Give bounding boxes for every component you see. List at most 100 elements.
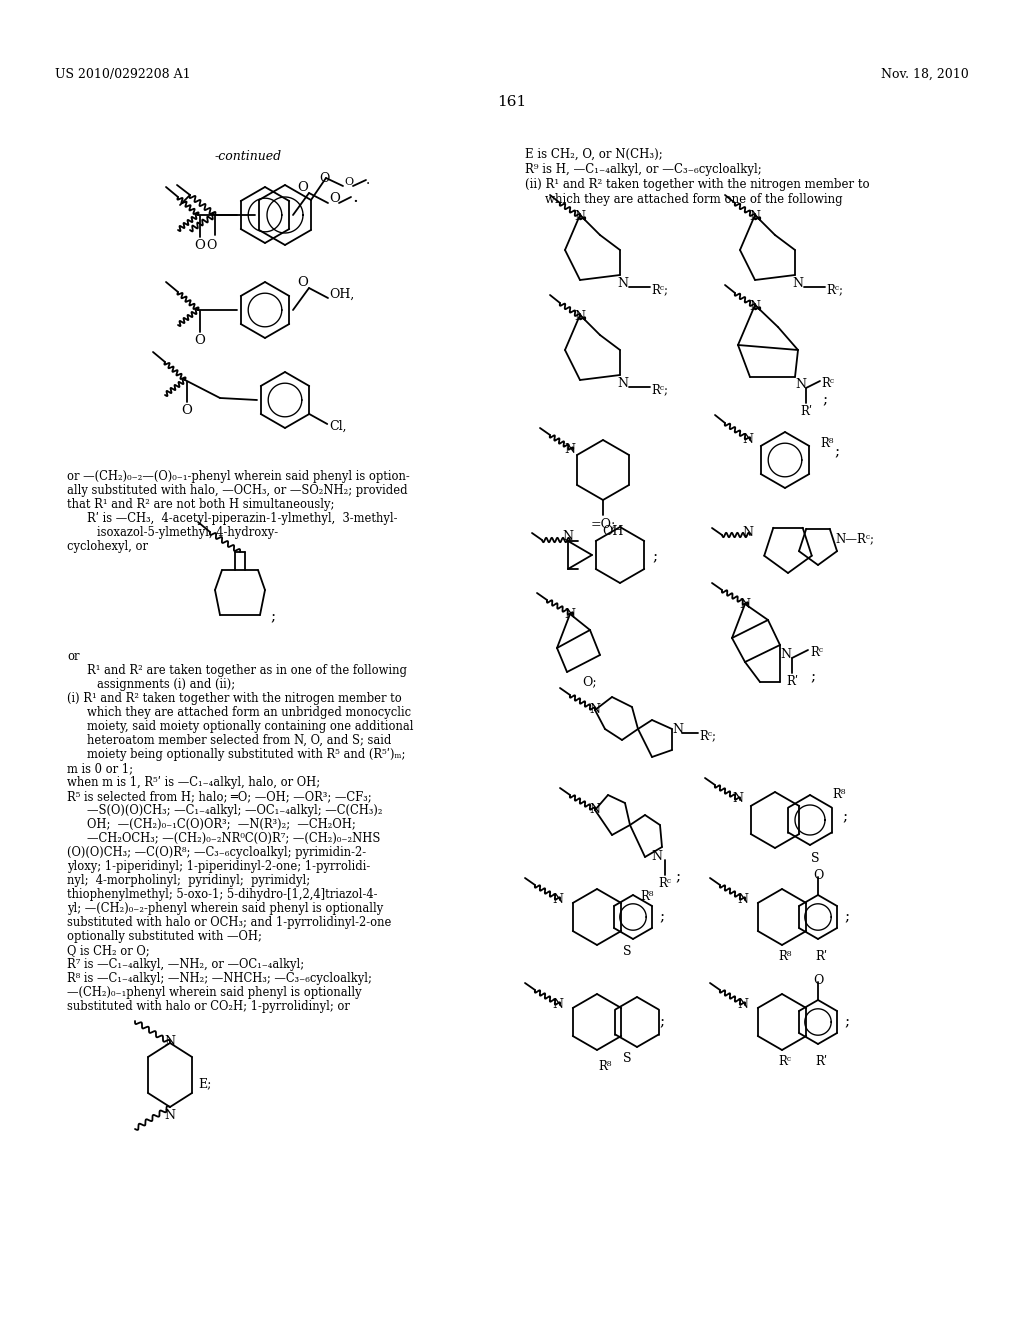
Text: ;: ; — [822, 393, 827, 407]
Text: N: N — [574, 210, 586, 223]
Text: OH;  —(CH₂)₀₋₁C(O)OR³;  —N(R³)₂;  —CH₂OH;: OH; —(CH₂)₀₋₁C(O)OR³; —N(R³)₂; —CH₂OH; — [87, 818, 355, 832]
Text: S: S — [623, 945, 631, 958]
Text: thiophenylmethyl; 5-oxo-1; 5-dihydro-[1,2,4]triazol-4-: thiophenylmethyl; 5-oxo-1; 5-dihydro-[1,… — [67, 888, 378, 902]
Text: R⁸: R⁸ — [820, 437, 834, 450]
Text: ;: ; — [842, 810, 847, 824]
Text: N: N — [562, 531, 573, 544]
Text: cyclohexyl, or: cyclohexyl, or — [67, 540, 148, 553]
Text: ;: ; — [834, 445, 839, 459]
Text: —S(O)(O)CH₃; —C₁₋₄alkyl; —OC₁₋₄alkyl; —C(CH₃)₂: —S(O)(O)CH₃; —C₁₋₄alkyl; —OC₁₋₄alkyl; —C… — [87, 804, 383, 817]
Text: N: N — [742, 433, 754, 446]
Text: O: O — [813, 974, 823, 987]
Text: N: N — [750, 300, 761, 313]
Text: N: N — [574, 310, 586, 323]
Text: N: N — [795, 378, 806, 391]
Text: N: N — [590, 803, 600, 816]
Text: O: O — [298, 181, 308, 194]
Text: N: N — [737, 998, 749, 1011]
Text: O: O — [298, 276, 308, 289]
Text: .: . — [366, 173, 371, 187]
Text: (i) R¹ and R² taken together with the nitrogen member to: (i) R¹ and R² taken together with the ni… — [67, 692, 401, 705]
Text: R⁸ is —C₁₋₄alkyl; —NH₂; —NHCH₃; —C₃₋₆cycloalkyl;: R⁸ is —C₁₋₄alkyl; —NH₂; —NHCH₃; —C₃₋₆cyc… — [67, 972, 372, 985]
Text: N: N — [742, 525, 754, 539]
Text: O: O — [344, 177, 353, 187]
Text: Rʹ is —CH₃,  4-acetyl-piperazin-1-ylmethyl,  3-methyl-: Rʹ is —CH₃, 4-acetyl-piperazin-1-ylmethy… — [87, 512, 397, 525]
Text: N: N — [617, 277, 628, 290]
Text: Nov. 18, 2010: Nov. 18, 2010 — [882, 69, 969, 81]
Text: R⁸: R⁸ — [831, 788, 846, 801]
Text: N: N — [617, 378, 628, 389]
Text: .: . — [352, 187, 357, 206]
Text: Rᶜ: Rᶜ — [810, 645, 823, 659]
Text: N: N — [792, 277, 803, 290]
Text: N—Rᶜ;: N—Rᶜ; — [835, 532, 874, 545]
Text: Rᶜ;: Rᶜ; — [651, 383, 668, 396]
Text: O: O — [813, 869, 823, 882]
Text: isoxazol-5-ylmethyl, 4-hydroxy-: isoxazol-5-ylmethyl, 4-hydroxy- — [97, 525, 279, 539]
Text: Rʹ: Rʹ — [815, 950, 827, 964]
Text: N: N — [732, 792, 743, 805]
Text: O: O — [195, 239, 206, 252]
Text: N: N — [590, 704, 600, 715]
Text: O: O — [206, 239, 216, 252]
Text: ally substituted with halo, —OCH₃, or —SO₂NH₂; provided: ally substituted with halo, —OCH₃, or —S… — [67, 484, 408, 498]
Text: E;: E; — [198, 1077, 211, 1090]
Text: Rᶜ;: Rᶜ; — [699, 729, 716, 742]
Text: (O)(O)CH₃; —C(O)R⁸; —C₃₋₆cycloalkyl; pyrimidin-2-: (O)(O)CH₃; —C(O)R⁸; —C₃₋₆cycloalkyl; pyr… — [67, 846, 367, 859]
Text: Rʹ: Rʹ — [800, 405, 812, 418]
Text: 161: 161 — [498, 95, 526, 110]
Text: OH: OH — [602, 525, 624, 539]
Text: OH,: OH, — [329, 288, 354, 301]
Text: -continued: -continued — [215, 150, 283, 162]
Text: ;: ; — [675, 870, 680, 884]
Text: R¹ and R² are taken together as in one of the following: R¹ and R² are taken together as in one o… — [87, 664, 407, 677]
Text: which they are attached form one of the following: which they are attached form one of the … — [545, 193, 843, 206]
Text: N: N — [737, 894, 749, 906]
Text: Rᶜ: Rᶜ — [821, 378, 834, 389]
Text: N: N — [672, 723, 683, 737]
Text: moiety being optionally substituted with R⁵ and (R⁵ʹ)ₘ;: moiety being optionally substituted with… — [87, 748, 406, 762]
Text: moiety, said moiety optionally containing one additional: moiety, said moiety optionally containin… — [87, 719, 414, 733]
Text: ;: ; — [659, 909, 665, 924]
Text: N: N — [651, 850, 663, 863]
Text: US 2010/0292208 A1: US 2010/0292208 A1 — [55, 69, 190, 81]
Text: ;: ; — [652, 550, 657, 564]
Text: or —(CH₂)₀₋₂—(O)₀₋₁-phenyl wherein said phenyl is option-: or —(CH₂)₀₋₂—(O)₀₋₁-phenyl wherein said … — [67, 470, 410, 483]
Text: Rᶜ;: Rᶜ; — [826, 282, 843, 296]
Text: O;: O; — [583, 675, 597, 688]
Text: optionally substituted with —OH;: optionally substituted with —OH; — [67, 931, 262, 942]
Text: heteroatom member selected from N, O, and S; said: heteroatom member selected from N, O, an… — [87, 734, 391, 747]
Text: S: S — [811, 851, 819, 865]
Text: (ii) R¹ and R² taken together with the nitrogen member to: (ii) R¹ and R² taken together with the n… — [525, 178, 869, 191]
Text: R⁸: R⁸ — [778, 950, 792, 964]
Text: ;: ; — [844, 1015, 849, 1030]
Text: when m is 1, R⁵ʹ is —C₁₋₄alkyl, halo, or OH;: when m is 1, R⁵ʹ is —C₁₋₄alkyl, halo, or… — [67, 776, 321, 789]
Text: assignments (i) and (ii);: assignments (i) and (ii); — [97, 678, 236, 690]
Text: N: N — [739, 598, 751, 611]
Text: ;: ; — [844, 909, 849, 924]
Text: yl; —(CH₂)₀₋₂-phenyl wherein said phenyl is optionally: yl; —(CH₂)₀₋₂-phenyl wherein said phenyl… — [67, 902, 383, 915]
Text: nyl;  4-morpholinyl;  pyridinyl;  pyrimidyl;: nyl; 4-morpholinyl; pyridinyl; pyrimidyl… — [67, 874, 310, 887]
Text: or: or — [67, 649, 80, 663]
Text: N: N — [750, 210, 761, 223]
Text: R⁸: R⁸ — [640, 890, 653, 903]
Text: that R¹ and R² are not both H simultaneously;: that R¹ and R² are not both H simultaneo… — [67, 498, 335, 511]
Text: ;: ; — [810, 671, 815, 684]
Text: —(CH₂)₀₋₁phenyl wherein said phenyl is optionally: —(CH₂)₀₋₁phenyl wherein said phenyl is o… — [67, 986, 361, 999]
Text: Rᶜ: Rᶜ — [658, 876, 671, 890]
Text: R⁹ is H, —C₁₋₄alkyl, or —C₃₋₆cycloalkyl;: R⁹ is H, —C₁₋₄alkyl, or —C₃₋₆cycloalkyl; — [525, 162, 762, 176]
Text: yloxy; 1-piperidinyl; 1-piperidinyl-2-one; 1-pyrrolidi-: yloxy; 1-piperidinyl; 1-piperidinyl-2-on… — [67, 861, 371, 873]
Text: N: N — [165, 1035, 175, 1048]
Text: which they are attached form an unbridged monocyclic: which they are attached form an unbridge… — [87, 706, 411, 719]
Text: Cl,: Cl, — [330, 420, 347, 433]
Text: N: N — [564, 444, 575, 455]
Text: N: N — [780, 648, 791, 661]
Text: Rᶜ: Rᶜ — [778, 1055, 791, 1068]
Text: O: O — [318, 172, 329, 185]
Text: =O;: =O; — [591, 517, 615, 531]
Text: substituted with halo or CO₂H; 1-pyrrolidinyl; or: substituted with halo or CO₂H; 1-pyrroli… — [67, 1001, 350, 1012]
Text: R⁷ is —C₁₋₄alkyl, —NH₂, or —OC₁₋₄alkyl;: R⁷ is —C₁₋₄alkyl, —NH₂, or —OC₁₋₄alkyl; — [67, 958, 304, 972]
Text: Rʹ: Rʹ — [815, 1055, 827, 1068]
Text: E is CH₂, O, or N(CH₃);: E is CH₂, O, or N(CH₃); — [525, 148, 663, 161]
Text: O: O — [329, 193, 340, 206]
